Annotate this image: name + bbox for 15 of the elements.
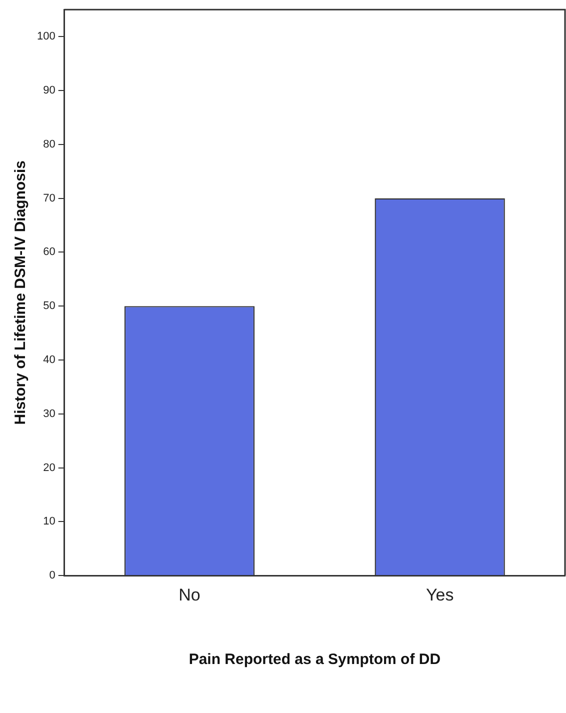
y-tick-label: 60 bbox=[43, 246, 56, 258]
x-axis-title: Pain Reported as a Symptom of DD bbox=[188, 651, 441, 668]
y-tick-label: 30 bbox=[43, 408, 56, 420]
y-tick-label: 10 bbox=[43, 516, 56, 528]
y-axis-title: History of Lifetime DSM-IV Diagnosis bbox=[12, 160, 30, 425]
y-tick-label: 80 bbox=[43, 138, 56, 150]
x-tick-label: No bbox=[178, 585, 200, 604]
y-tick-label: 0 bbox=[49, 570, 56, 582]
y-tick-label: 20 bbox=[43, 462, 56, 474]
y-tick-label: 50 bbox=[43, 300, 56, 312]
y-tick-label: 70 bbox=[43, 192, 56, 204]
y-tick-label: 90 bbox=[43, 84, 56, 96]
y-tick-label: 100 bbox=[36, 30, 56, 43]
y-tick-label: 40 bbox=[43, 354, 56, 366]
x-tick-label: Yes bbox=[426, 585, 454, 604]
